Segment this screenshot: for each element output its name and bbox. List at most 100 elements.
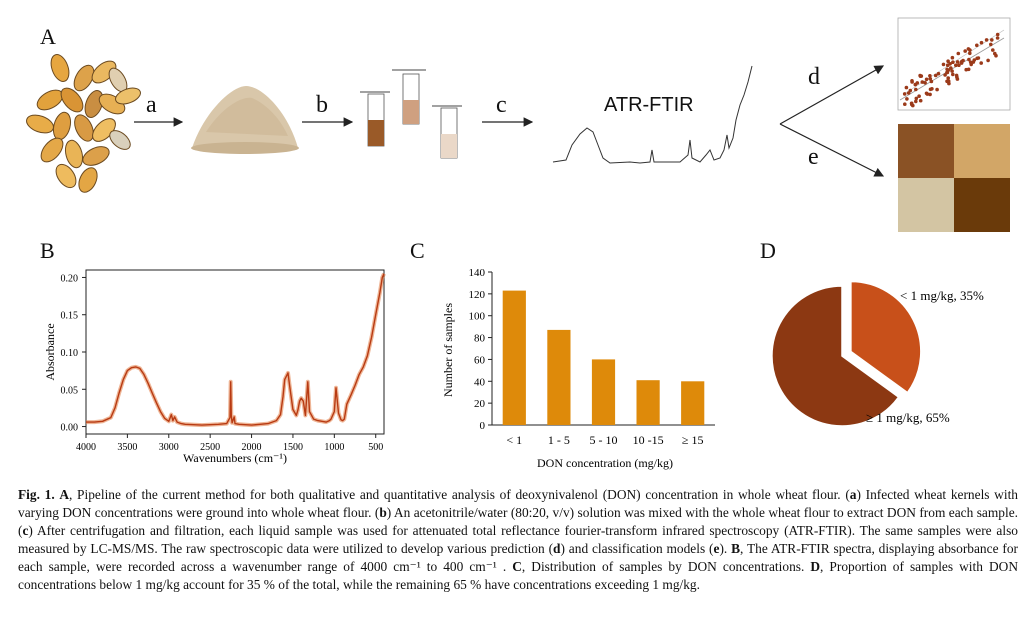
scatter-point xyxy=(990,38,994,42)
bar xyxy=(547,329,571,425)
scatter-point xyxy=(920,80,925,84)
scatter-point xyxy=(967,57,971,62)
arrow-e xyxy=(779,123,885,177)
scatter-point xyxy=(917,94,921,98)
heatmap-cell xyxy=(954,178,1010,232)
x-axis-label: DON concentration (mg/kg) xyxy=(537,456,673,470)
atr-ftir-label: ATR-FTIR xyxy=(604,94,694,116)
step-b-label: b xyxy=(316,92,328,118)
x-tick-label: 1 - 5 xyxy=(548,433,570,447)
x-tick-label: 5 - 10 xyxy=(590,433,618,447)
scatter-point xyxy=(968,51,972,56)
scatter-point xyxy=(950,69,954,73)
scatter-point xyxy=(954,63,958,68)
panel-b-letter: B xyxy=(40,238,55,263)
scatter-point xyxy=(929,79,934,84)
scatter-point xyxy=(918,98,923,103)
scatter-point xyxy=(946,59,950,63)
bar xyxy=(636,380,660,425)
y-tick-label: 0.20 xyxy=(61,273,79,284)
y-tick-label: 20 xyxy=(474,398,486,410)
scatter-point xyxy=(995,32,1000,37)
scatter-point xyxy=(923,81,927,85)
y-axis-label: Absorbance xyxy=(43,323,57,380)
scatter-point xyxy=(936,71,941,76)
scatter-point xyxy=(914,96,919,101)
scatter-point xyxy=(979,61,983,65)
y-tick-label: 40 xyxy=(474,376,486,388)
arrow-d xyxy=(779,65,885,125)
scatter-point xyxy=(995,36,1000,40)
spectra-band xyxy=(86,272,386,428)
heatmap-cell xyxy=(898,124,954,178)
scatter-point xyxy=(959,61,964,65)
proportion-pie-chart: < 1 mg/kg, 35% ≥ 1 mg/kg, 65% xyxy=(771,280,984,427)
scatter-point xyxy=(928,77,933,81)
scatter-point xyxy=(949,66,953,70)
panel-d-letter: D xyxy=(760,238,776,263)
x-tick-label: 3500 xyxy=(117,442,137,453)
x-tick-label: ≥ 15 xyxy=(682,433,704,447)
bar xyxy=(681,381,705,425)
scatter-point xyxy=(984,38,989,42)
figure-caption: Fig. 1. A, Pipeline of the current metho… xyxy=(18,487,1018,592)
y-tick-label: 0.00 xyxy=(61,423,79,434)
prediction-scatter-thumbnail xyxy=(897,17,1011,111)
scatter-point xyxy=(910,80,914,84)
y-tick-label: 100 xyxy=(469,311,486,323)
bar xyxy=(591,359,616,425)
scatter-point xyxy=(902,92,907,96)
scatter-point xyxy=(968,48,972,52)
scatter-point xyxy=(924,91,929,96)
panel-c-letter: C xyxy=(410,238,425,263)
scatter-point xyxy=(975,43,979,48)
scatter-point xyxy=(933,73,938,78)
pie-slice xyxy=(771,285,900,427)
mini-spectrum-line xyxy=(552,65,753,164)
x-tick-label: 10 -15 xyxy=(633,433,664,447)
scatter-point xyxy=(904,85,909,90)
x-tick-label: 4000 xyxy=(76,442,96,453)
scatter-point xyxy=(946,76,950,80)
scatter-point xyxy=(948,62,952,66)
scatter-point xyxy=(979,40,984,45)
scatter-point xyxy=(914,87,918,92)
caption-fig-label: Fig. 1. xyxy=(18,487,55,502)
x-tick-label: 3000 xyxy=(159,442,179,453)
x-tick-label: 2000 xyxy=(242,442,262,453)
caption-A: A xyxy=(59,487,70,502)
scatter-point xyxy=(950,55,955,60)
scatter-point xyxy=(957,63,961,67)
heatmap-cell xyxy=(954,124,1010,178)
scatter-point xyxy=(989,42,993,47)
x-tick-label: 1000 xyxy=(324,442,344,453)
scatter-point xyxy=(928,87,933,92)
scatter-point xyxy=(943,73,947,77)
x-tick-label: 500 xyxy=(368,442,383,453)
scatter-point xyxy=(914,99,918,104)
x-tick-label: < 1 xyxy=(506,433,522,447)
step-c-label: c xyxy=(496,92,507,118)
scatter-point xyxy=(975,56,979,61)
step-e-label: e xyxy=(808,144,819,170)
heatmap-cell xyxy=(898,178,954,232)
step-a-label: a xyxy=(146,92,157,118)
scatter-point xyxy=(972,58,977,62)
step-d-label: d xyxy=(808,64,820,90)
flour-pile-illustration xyxy=(191,86,299,154)
scatter-point xyxy=(947,81,951,86)
scatter-point xyxy=(909,101,914,106)
pie-label-above-1: ≥ 1 mg/kg, 65% xyxy=(866,410,950,425)
scatter-point xyxy=(941,62,946,67)
scatter-point xyxy=(963,49,967,53)
y-axis-label: Number of samples xyxy=(441,303,455,397)
pie-label-below-1: < 1 mg/kg, 35% xyxy=(900,288,984,303)
scatter-point xyxy=(955,60,960,64)
scatter-point xyxy=(928,92,932,97)
scatter-point xyxy=(969,62,973,67)
spectra-line xyxy=(86,273,385,426)
y-tick-label: 60 xyxy=(474,354,486,366)
classification-heatmap-thumbnail xyxy=(898,124,1010,232)
scatter-point xyxy=(956,51,961,56)
y-tick-label: 120 xyxy=(469,289,486,301)
